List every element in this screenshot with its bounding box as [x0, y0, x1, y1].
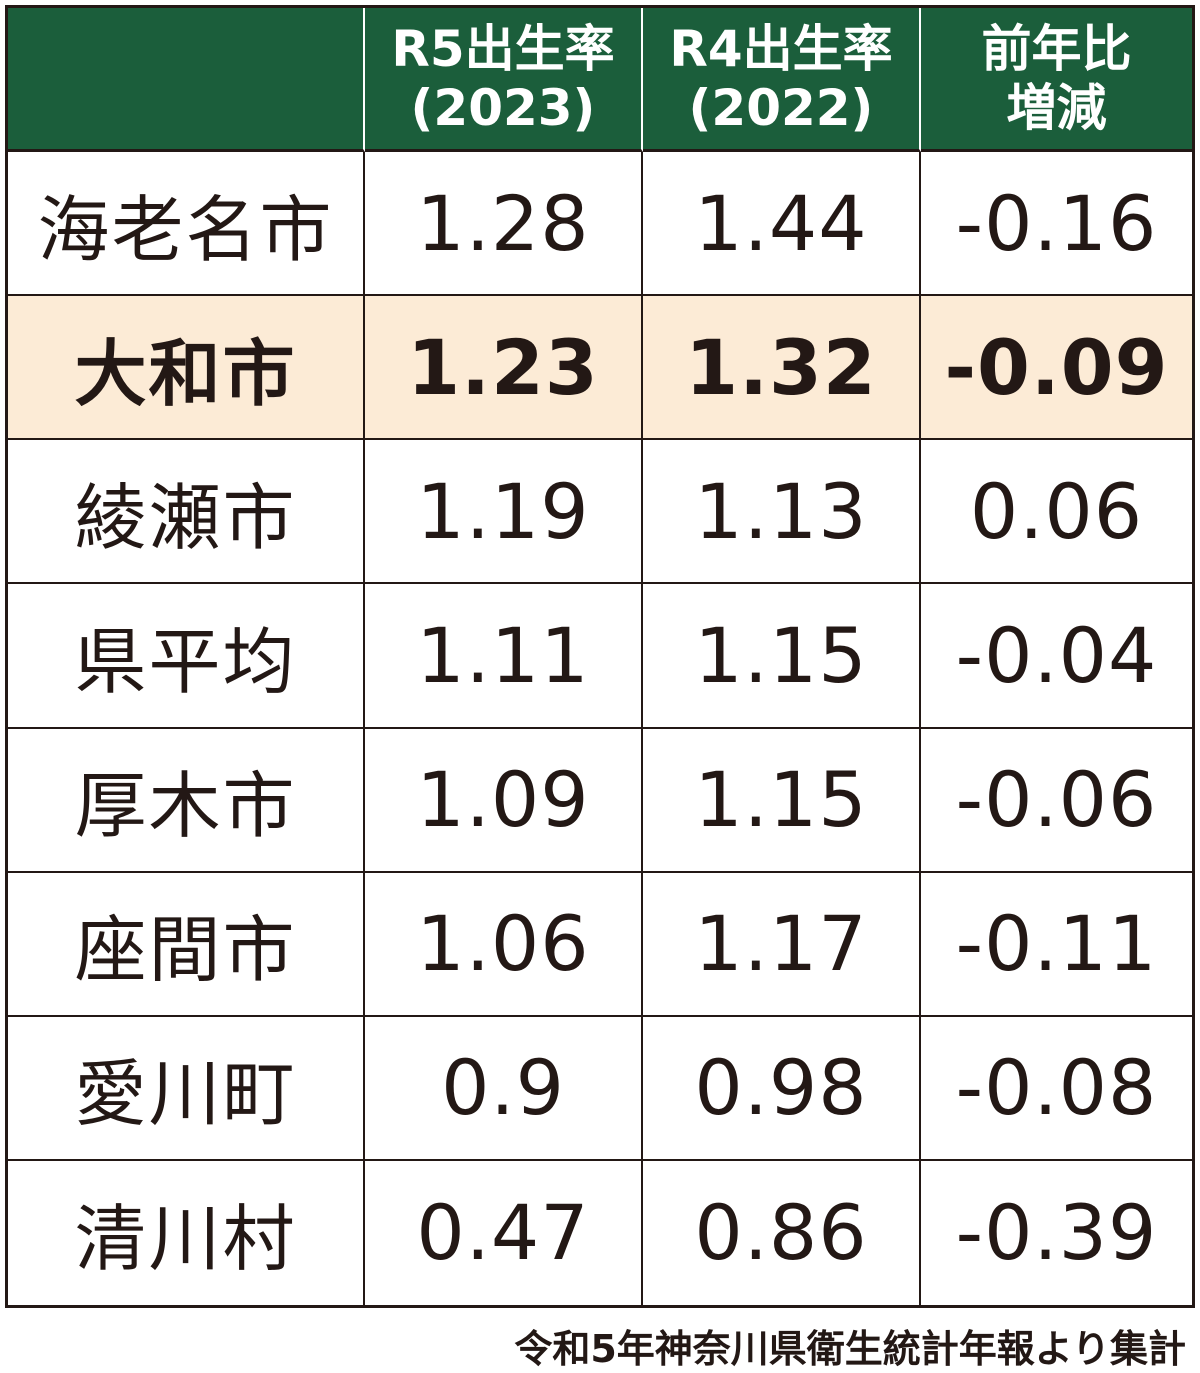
- row-name: 県平均: [8, 584, 365, 729]
- diff-value: -0.08: [921, 1017, 1192, 1161]
- r5-value: 1.28: [365, 152, 643, 297]
- diff-value: -0.06: [921, 729, 1192, 873]
- r4-value: 1.15: [643, 584, 921, 729]
- r5-value: 1.11: [365, 584, 643, 729]
- r4-value: 1.17: [643, 872, 921, 1017]
- header-year-over-year-change: 前年比 増減: [921, 8, 1192, 152]
- header-cell-blank: [8, 8, 365, 152]
- row-name: 大和市: [8, 296, 365, 441]
- row-name: 清川村: [8, 1160, 365, 1305]
- r4-value: 1.15: [643, 728, 921, 873]
- r4-value: 0.98: [643, 1016, 921, 1161]
- r4-value: 1.44: [643, 152, 921, 297]
- r5-value: 0.47: [365, 1160, 643, 1305]
- r4-value: 1.13: [643, 440, 921, 585]
- diff-value: -0.39: [955, 1188, 1158, 1278]
- diff-value: -0.11: [921, 873, 1192, 1017]
- r4-value: 1.32: [643, 296, 921, 441]
- header-r4-birth-rate: R4出生率 (2022): [643, 8, 921, 152]
- r4-value: 0.86: [643, 1160, 921, 1305]
- r5-value: 0.9: [365, 1016, 643, 1161]
- row-name: 海老名市: [8, 152, 365, 297]
- diff-value: -0.16: [921, 152, 1192, 297]
- r5-value: 1.19: [365, 440, 643, 585]
- row-name: 厚木市: [8, 728, 365, 873]
- r5-value: 1.06: [365, 872, 643, 1017]
- row-name: 座間市: [8, 872, 365, 1017]
- row-name: 愛川町: [8, 1016, 365, 1161]
- header-r5-birth-rate: R5出生率 (2023): [365, 8, 643, 152]
- r5-value: 1.23: [365, 296, 643, 441]
- row-name: 綾瀬市: [8, 440, 365, 585]
- birth-rate-table: R5出生率 (2023) R4出生率 (2022) 前年比 増減 海老名市 1.…: [5, 5, 1195, 1308]
- diff-value: -0.04: [921, 584, 1192, 729]
- diff-value: -0.09: [921, 296, 1192, 441]
- r5-value: 1.09: [365, 728, 643, 873]
- source-note: 令和5年神奈川県衛生統計年報より集計: [514, 1327, 1186, 1371]
- diff-value: 0.06: [921, 440, 1192, 585]
